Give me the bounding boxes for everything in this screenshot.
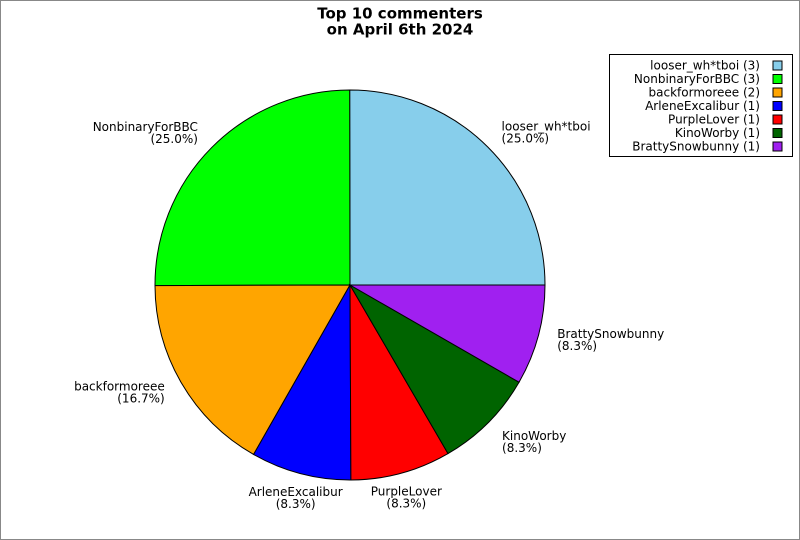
chart-title: Top 10 commenters xyxy=(317,5,483,23)
slice-label: looser_wh*tboi xyxy=(502,120,591,134)
legend-swatch xyxy=(772,114,783,125)
legend-label: looser_wh*tboi (3) xyxy=(650,59,760,73)
legend-label: PurpleLover (1) xyxy=(668,113,760,127)
slice-label: KinoWorby xyxy=(502,429,566,443)
slice-label: NonbinaryForBBC xyxy=(93,120,198,134)
slice-value-label: (25.0%) xyxy=(502,132,549,146)
legend-label: NonbinaryForBBC (3) xyxy=(634,72,760,86)
slice-value-label: (25.0%) xyxy=(150,132,197,146)
pie-slice xyxy=(348,283,520,455)
legend-label: KinoWorby (1) xyxy=(675,126,760,140)
slice-label: BrattySnowbunny xyxy=(557,327,664,341)
legend-swatch xyxy=(772,128,783,138)
slice-value-label: (8.3%) xyxy=(276,497,316,511)
legend-swatch xyxy=(772,141,783,152)
pie-slice xyxy=(349,89,546,286)
slice-label: ArleneExcalibur xyxy=(249,485,343,499)
legend xyxy=(609,54,793,157)
legend-swatch xyxy=(772,74,783,84)
legend-swatch xyxy=(772,87,783,98)
slice-value-label: (8.3%) xyxy=(557,339,597,353)
pie-slice xyxy=(154,89,351,287)
slice-label: PurpleLover xyxy=(371,484,442,498)
pie-slice xyxy=(154,284,351,456)
legend-label: ArleneExcalibur (1) xyxy=(645,99,760,113)
pie-slice xyxy=(348,284,546,383)
legend-swatch xyxy=(772,60,783,71)
legend-label: BrattySnowbunny (1) xyxy=(632,140,760,154)
slice-label: backformoreee xyxy=(74,380,165,394)
chart-title: on April 6th 2024 xyxy=(327,21,474,39)
slice-value-label: (8.3%) xyxy=(386,496,426,510)
slice-value-label: (8.3%) xyxy=(502,441,542,455)
legend-swatch xyxy=(772,101,783,111)
pie-slice xyxy=(252,283,352,481)
slice-value-label: (16.7%) xyxy=(117,392,164,406)
legend-label: backformoreee (2) xyxy=(649,86,760,100)
pie-slice xyxy=(349,283,449,481)
